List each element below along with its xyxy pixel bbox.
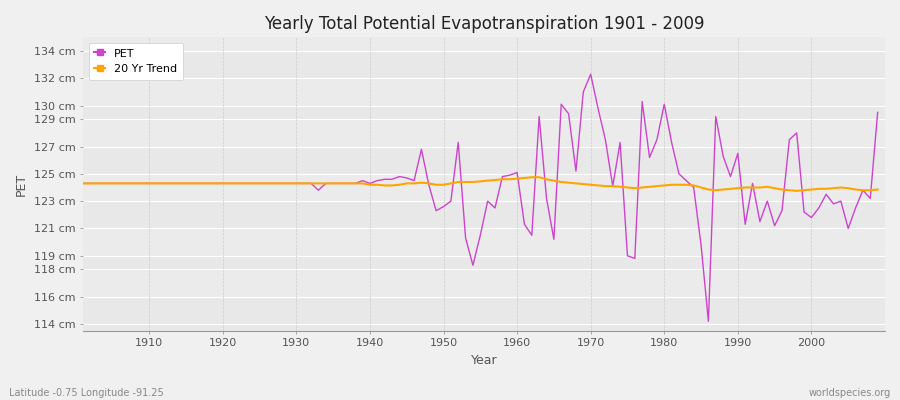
Bar — [83, 256, 885, 269]
Title: Yearly Total Potential Evapotranspiration 1901 - 2009: Yearly Total Potential Evapotranspiratio… — [264, 15, 704, 33]
Legend: PET, 20 Yr Trend: PET, 20 Yr Trend — [88, 43, 183, 80]
Bar — [83, 51, 885, 78]
Bar — [83, 106, 885, 119]
Text: worldspecies.org: worldspecies.org — [809, 388, 891, 398]
Y-axis label: PET: PET — [15, 172, 28, 196]
Bar — [83, 297, 885, 324]
Bar — [83, 146, 885, 174]
Bar — [83, 269, 885, 297]
Bar — [83, 228, 885, 256]
Text: Latitude -0.75 Longitude -91.25: Latitude -0.75 Longitude -91.25 — [9, 388, 164, 398]
Bar — [83, 37, 885, 51]
Bar — [83, 324, 885, 331]
Bar — [83, 174, 885, 201]
X-axis label: Year: Year — [471, 354, 498, 367]
Bar — [83, 78, 885, 106]
Bar — [83, 119, 885, 146]
Bar — [83, 201, 885, 228]
